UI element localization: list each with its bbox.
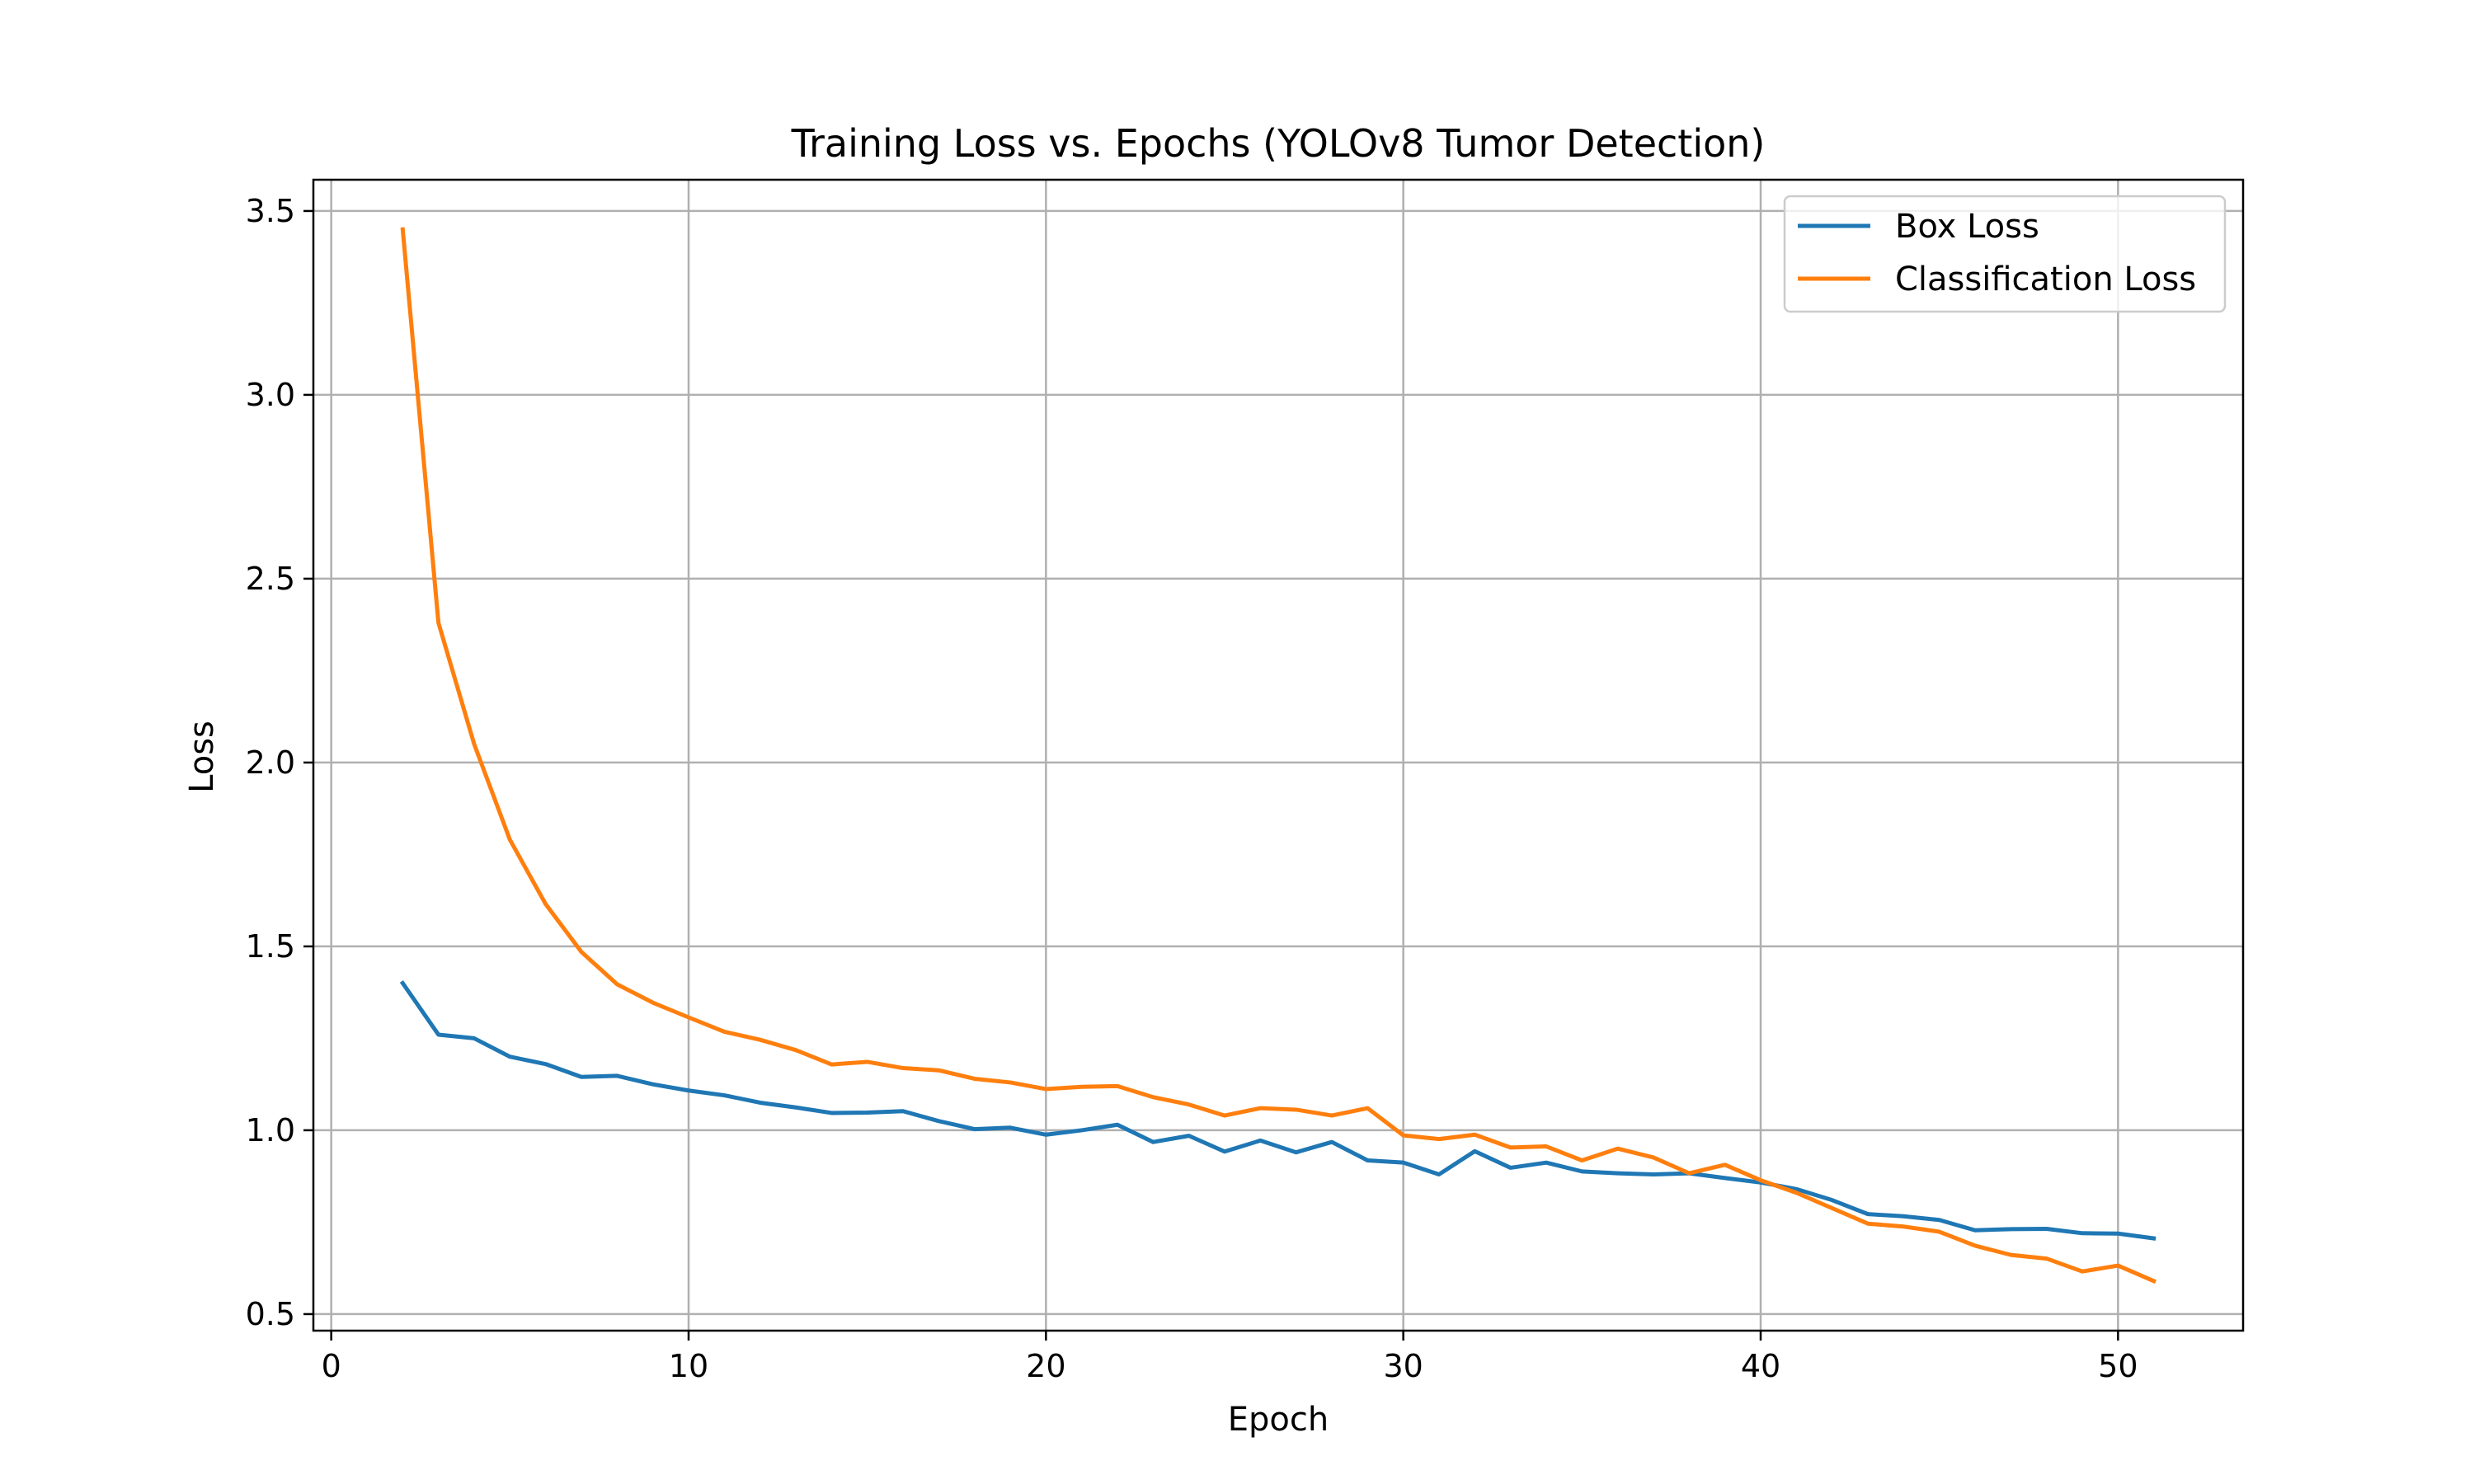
- x-axis-label: Epoch: [1228, 1401, 1329, 1439]
- x-tick-label: 30: [1383, 1348, 1423, 1384]
- legend-label-box-loss: Box Loss: [1895, 208, 2039, 246]
- legend: Box Loss Classification Loss: [1783, 195, 2227, 313]
- x-tick-label: 40: [1741, 1348, 1780, 1384]
- y-tick-label: 1.0: [246, 1112, 295, 1148]
- x-tick-label: 50: [2098, 1348, 2138, 1384]
- y-tick-label: 2.5: [246, 561, 295, 597]
- plot-frame: [312, 178, 2245, 1332]
- x-tick-label: 20: [1026, 1348, 1065, 1384]
- series-line-box-loss: [399, 980, 2157, 1241]
- y-tick-label: 0.5: [246, 1296, 295, 1332]
- y-tick-label: 3.5: [246, 193, 295, 229]
- legend-label-classification-loss: Classification Loss: [1895, 261, 2196, 298]
- ticks: 0 10 20 30 40 50 0.5 1.0 1.5 2.0 2.5 3.0 3.5: [246, 193, 2138, 1384]
- y-tick-label: 1.5: [246, 928, 295, 965]
- y-tick-label: 3.0: [246, 377, 295, 413]
- series-lines: [399, 227, 2157, 1284]
- series-line-classification-loss: [400, 227, 2157, 1284]
- grid: [313, 180, 2243, 1331]
- legend-box: [1783, 195, 2227, 313]
- chart-title: Training Loss vs. Epochs (YOLOv8 Tumor D…: [791, 121, 1766, 166]
- y-axis-label: Loss: [183, 721, 221, 793]
- y-tick-label: 2.0: [246, 744, 295, 781]
- x-tick-label: 10: [669, 1348, 708, 1384]
- x-tick-label: 0: [322, 1348, 341, 1384]
